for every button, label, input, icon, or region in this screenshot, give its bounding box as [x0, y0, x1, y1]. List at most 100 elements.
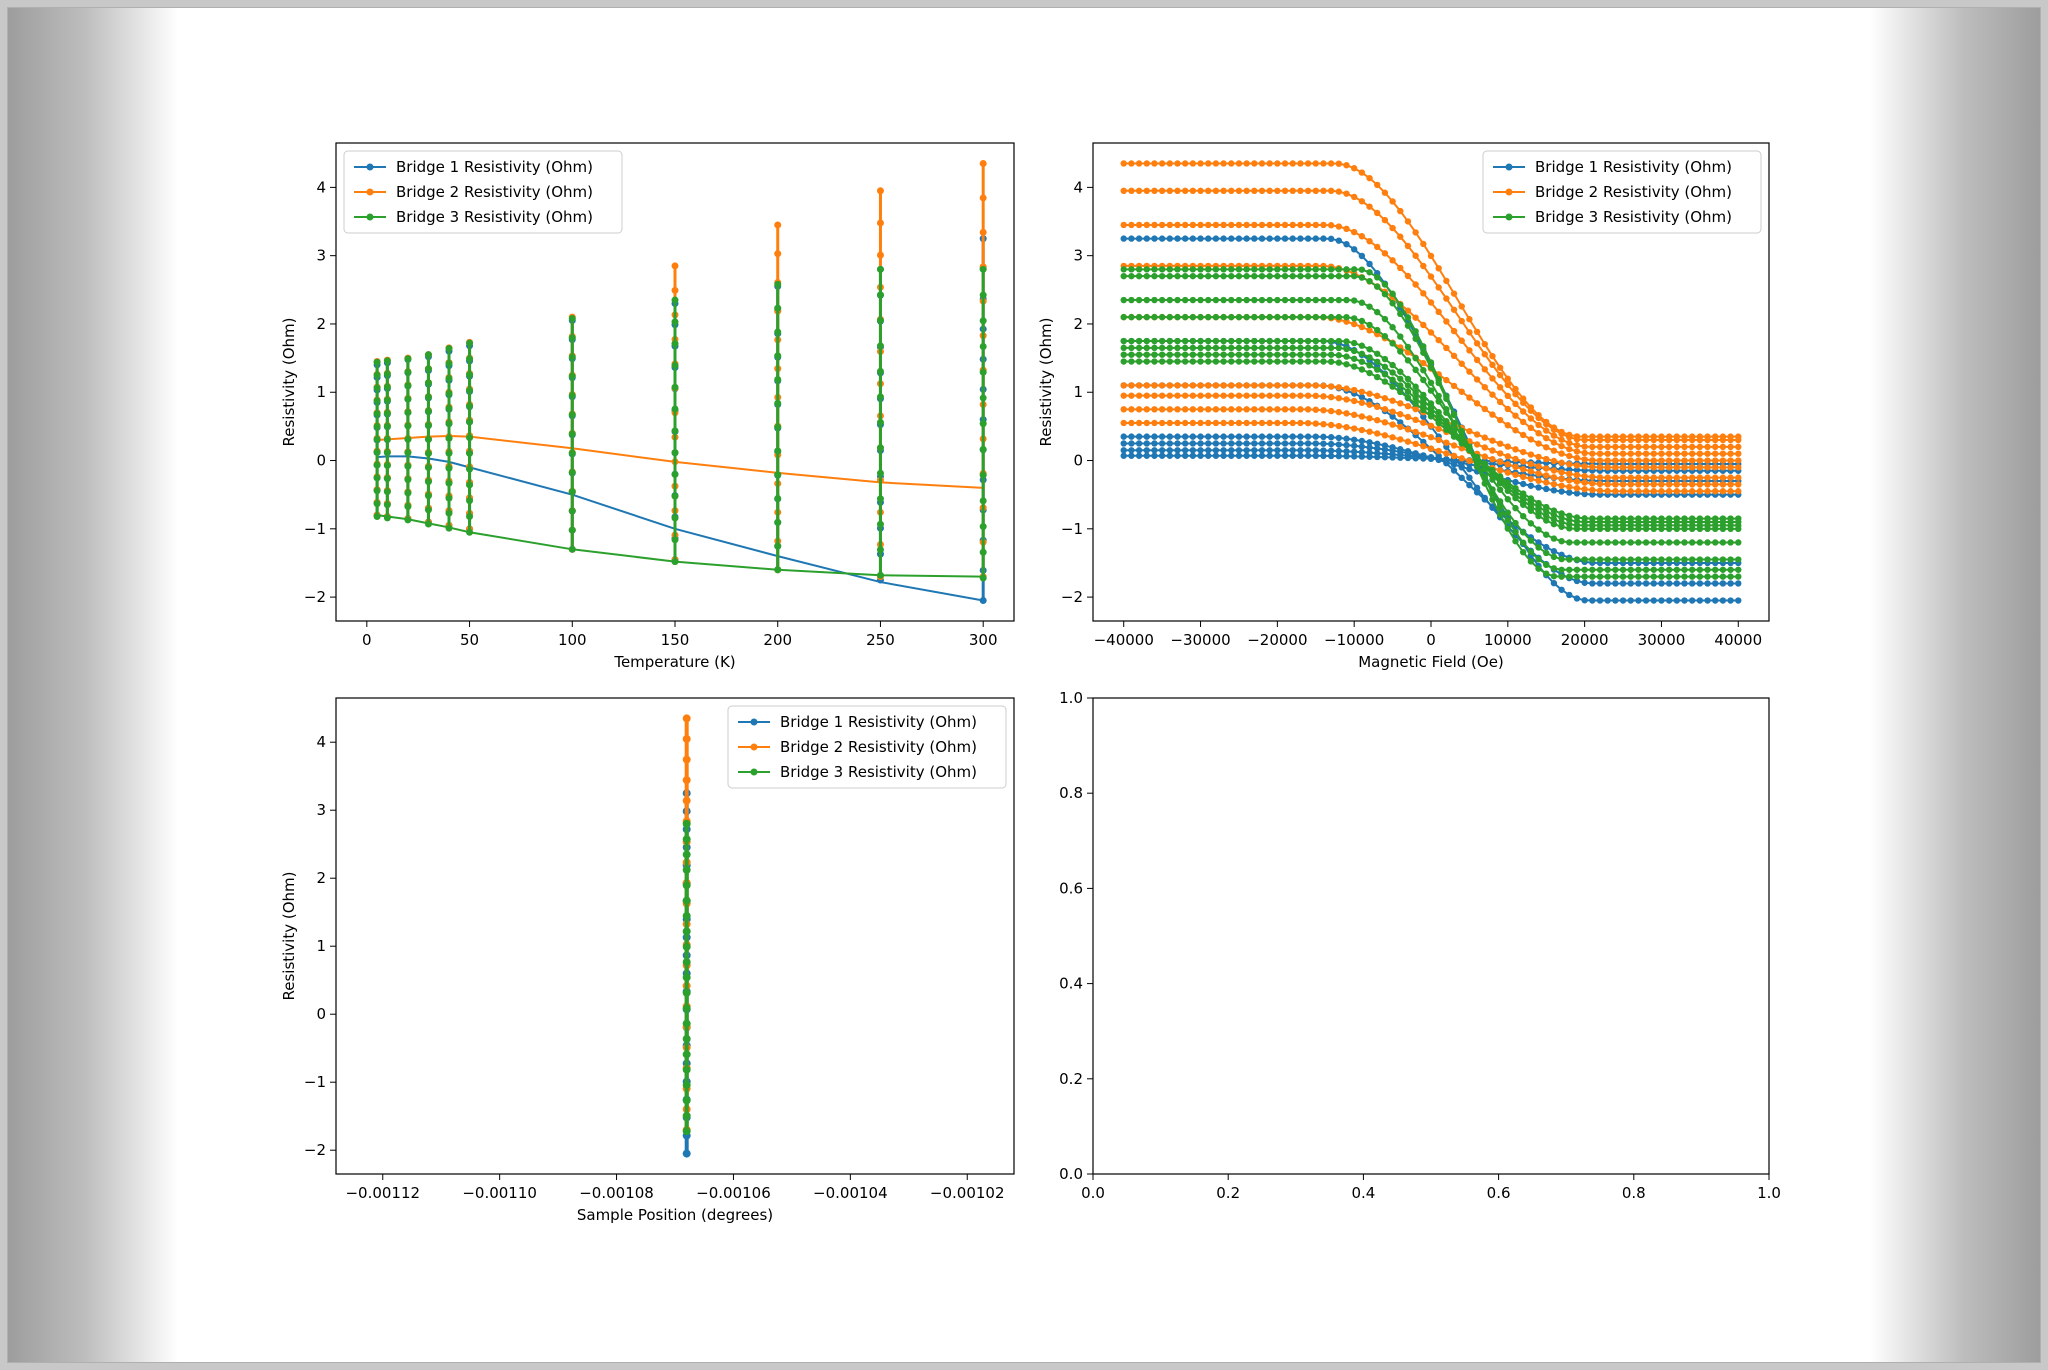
sweep-point-3-1-24 — [1304, 272, 1312, 280]
sweep-point-3-3-55 — [1543, 531, 1550, 538]
sweep-point-1-5-8 — [1181, 447, 1189, 454]
sweep-point-2-0-21 — [1281, 160, 1289, 167]
sweep-point-2-2-6 — [1166, 221, 1174, 229]
sweep-point-3-0-3 — [1143, 266, 1150, 273]
sweep-point-3-0-73 — [1681, 573, 1688, 580]
sweep-point-1-5-31 — [1358, 448, 1366, 456]
position-point-3-4 — [682, 1065, 691, 1074]
marker-3-4-5 — [445, 449, 453, 457]
sweep-point-2-0-5 — [1158, 160, 1166, 167]
sweep-point-2-1-64 — [1612, 436, 1619, 444]
y-tick-label: 0.8 — [1059, 784, 1083, 802]
sweep-point-3-2-12 — [1212, 296, 1220, 304]
sweep-point-2-7-27 — [1327, 407, 1335, 415]
sweep-point-2-4-48 — [1489, 411, 1496, 418]
sweep-point-3-7-43 — [1450, 433, 1458, 440]
sweep-point-3-3-41 — [1435, 398, 1442, 405]
sweep-point-2-8-57 — [1558, 482, 1565, 489]
sweep-point-1-3-3 — [1143, 433, 1150, 440]
sweep-point-1-4-25 — [1312, 440, 1319, 447]
sweep-point-3-0-32 — [1366, 269, 1373, 276]
marker-3-10-5 — [979, 445, 987, 453]
marker-3-4-9 — [445, 389, 453, 397]
sweep-point-3-4-20 — [1274, 337, 1281, 345]
sweep-point-1-2-36 — [1397, 419, 1404, 426]
sweep-point-2-2-66 — [1627, 443, 1634, 451]
marker-3-1-9 — [383, 396, 391, 404]
sweep-point-2-8-21 — [1281, 419, 1289, 427]
sweep-point-2-6-21 — [1281, 392, 1289, 399]
sweep-point-3-1-78 — [1719, 566, 1727, 573]
sweep-point-3-0-22 — [1289, 266, 1296, 273]
sweep-point-3-4-15 — [1235, 337, 1243, 345]
sweep-point-2-0-29 — [1343, 162, 1350, 169]
marker-3-2-6 — [404, 435, 412, 443]
sweep-point-2-5-16 — [1243, 382, 1250, 389]
sweep-point-2-6-18 — [1258, 392, 1266, 399]
sweep-point-1-5-26 — [1320, 447, 1327, 454]
sweep-point-3-0-20 — [1274, 266, 1281, 273]
sweep-point-1-4-2 — [1135, 440, 1143, 447]
sweep-point-3-1-67 — [1635, 566, 1642, 573]
sweep-point-3-6-12 — [1212, 351, 1220, 358]
sweep-point-2-5-15 — [1235, 382, 1243, 389]
sweep-point-3-4-13 — [1220, 337, 1227, 345]
sweep-point-2-8-44 — [1458, 455, 1465, 462]
sweep-point-2-8-16 — [1243, 419, 1250, 427]
marker-3-5-4 — [466, 465, 474, 473]
sweep-point-2-7-2 — [1135, 406, 1143, 413]
sweep-point-2-1-80 — [1735, 436, 1742, 444]
sweep-point-2-2-51 — [1512, 400, 1519, 408]
marker-3-9-10 — [876, 316, 884, 324]
sweep-point-1-4-13 — [1220, 440, 1227, 447]
sweep-point-2-1-20 — [1274, 187, 1281, 194]
sweep-point-1-0-17 — [1251, 235, 1258, 242]
sweep-point-2-5-20 — [1274, 382, 1281, 389]
sweep-point-1-3-52 — [1519, 480, 1527, 488]
sweep-point-2-2-71 — [1665, 443, 1673, 451]
sweep-point-3-3-77 — [1712, 539, 1719, 546]
sweep-point-1-1-72 — [1673, 580, 1681, 587]
x-tick-label: 0.8 — [1622, 1184, 1646, 1202]
sweep-point-3-6-17 — [1251, 351, 1258, 358]
sweep-point-2-8-1 — [1128, 419, 1135, 427]
sweep-point-2-5-73 — [1681, 464, 1688, 471]
sweep-point-2-0-23 — [1297, 160, 1304, 167]
sweep-point-3-1-12 — [1212, 272, 1220, 280]
sweep-point-2-4-79 — [1727, 457, 1734, 464]
sweep-point-1-6-23 — [1297, 452, 1304, 459]
sweep-point-3-1-60 — [1581, 566, 1588, 573]
sweep-point-2-2-60 — [1581, 443, 1588, 450]
sweep-point-2-4-71 — [1665, 457, 1673, 464]
sweep-point-1-1-68 — [1642, 580, 1650, 587]
sweep-point-2-6-6 — [1166, 392, 1174, 399]
sweep-point-1-0-18 — [1258, 235, 1266, 242]
sweep-point-3-3-60 — [1581, 539, 1588, 546]
sweep-point-2-7-1 — [1128, 406, 1135, 413]
marker-3-2-10 — [404, 382, 412, 390]
sweep-point-2-4-43 — [1450, 382, 1458, 390]
sweep-point-3-1-10 — [1197, 272, 1204, 280]
sweep-point-2-2-29 — [1343, 225, 1350, 233]
sweep-point-3-6-2 — [1135, 351, 1143, 358]
sweep-point-2-2-32 — [1366, 238, 1373, 245]
x-tick-label: 100 — [558, 631, 587, 649]
marker-3-10-11 — [979, 291, 987, 299]
sweep-point-2-1-30 — [1350, 193, 1358, 201]
sweep-point-3-1-65 — [1619, 566, 1627, 573]
sweep-point-2-2-62 — [1596, 443, 1604, 451]
sweep-point-2-5-50 — [1504, 443, 1512, 450]
sweep-point-3-7-20 — [1274, 358, 1281, 365]
sweep-point-1-4-26 — [1320, 440, 1327, 447]
sweep-point-2-7-28 — [1335, 408, 1343, 416]
sweep-point-2-4-49 — [1496, 416, 1504, 424]
y-tick-label: 3 — [316, 247, 326, 265]
sweep-point-3-1-17 — [1251, 272, 1258, 280]
sweep-point-3-5-13 — [1220, 344, 1227, 352]
sweep-point-3-7-74 — [1688, 515, 1696, 522]
sweep-point-2-6-53 — [1527, 460, 1535, 468]
sweep-point-2-6-19 — [1266, 392, 1273, 399]
sweep-point-2-0-43 — [1450, 290, 1458, 297]
y-tick-label: 2 — [316, 315, 326, 333]
sweep-point-2-2-72 — [1673, 443, 1681, 451]
